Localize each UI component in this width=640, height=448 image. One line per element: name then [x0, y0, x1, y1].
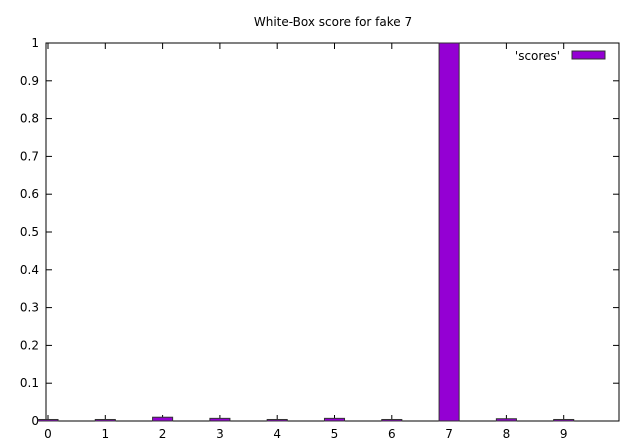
- x-tick-label: 8: [503, 427, 511, 441]
- x-tick-label: 4: [273, 427, 281, 441]
- y-tick-label: 0.1: [20, 376, 39, 390]
- y-tick-label: 0.8: [20, 112, 39, 126]
- x-tick-label: 3: [216, 427, 224, 441]
- y-tick-label: 0.2: [20, 338, 39, 352]
- x-tick-label: 0: [44, 427, 52, 441]
- y-tick-label: 0.4: [20, 263, 39, 277]
- legend-label: 'scores': [515, 49, 560, 63]
- x-axis: 0 1 2 3 4 5 6 7 8 9: [44, 43, 568, 441]
- plot-frame: [45, 42, 620, 422]
- y-tick-label: 0.9: [20, 74, 39, 88]
- x-tick-label: 6: [388, 427, 396, 441]
- bar-8: [495, 418, 517, 422]
- x-tick-label: 2: [159, 427, 167, 441]
- y-axis: 0 0.1 0.2 0.3 0.4 0.5 0.6 0.7 0.8 0.9 1: [20, 36, 619, 428]
- y-tick-label: 1: [31, 36, 39, 50]
- y-tick-label: 0.3: [20, 301, 39, 315]
- bar-0: [37, 418, 59, 422]
- legend: 'scores': [515, 49, 606, 63]
- x-tick-label: 1: [101, 427, 109, 441]
- bar-3: [209, 417, 231, 422]
- plot-area: 0 0.1 0.2 0.3 0.4 0.5 0.6 0.7 0.8 0.9 1 0 1 2 3 4 5 6 7 8 9: [20, 36, 620, 441]
- y-tick-label: 0.5: [20, 225, 39, 239]
- x-tick-label: 7: [445, 427, 453, 441]
- bar-9: [553, 418, 575, 422]
- legend-swatch: [571, 50, 606, 60]
- bars: [37, 42, 575, 422]
- y-tick-label: 0.7: [20, 149, 39, 163]
- bar-5: [323, 417, 346, 422]
- y-tick-label: 0.6: [20, 187, 39, 201]
- y-tick-label: 0: [31, 414, 39, 428]
- chart-title: White-Box score for fake 7: [254, 15, 412, 29]
- bar-1: [94, 418, 116, 422]
- x-tick-label: 9: [560, 427, 568, 441]
- bar-2: [152, 416, 174, 422]
- bar-7: [438, 42, 460, 422]
- bar-4: [266, 418, 288, 422]
- x-tick-label: 5: [331, 427, 339, 441]
- bar-6: [381, 418, 403, 422]
